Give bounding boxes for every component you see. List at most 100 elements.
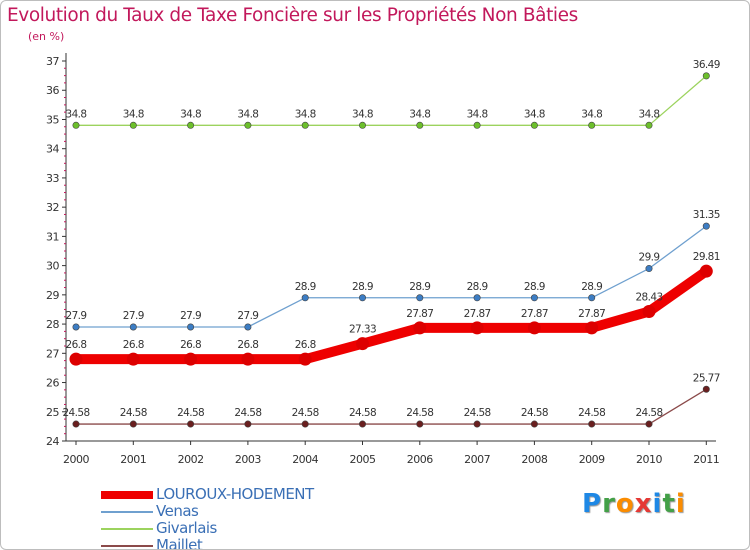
- data-point: [413, 321, 427, 335]
- x-tick-label: 2008: [521, 453, 547, 466]
- data-point: [416, 121, 424, 129]
- data-label: 34.8: [295, 108, 316, 120]
- data-point: [244, 121, 252, 129]
- data-label: 28.9: [581, 281, 602, 293]
- data-point: [126, 352, 140, 366]
- data-label: 27.9: [180, 310, 201, 322]
- data-label: 34.8: [237, 108, 258, 120]
- legend-item: LOUROUX-HODEMENT: [101, 486, 314, 502]
- data-label: 34.8: [352, 108, 373, 120]
- data-point: [470, 321, 484, 335]
- data-label: 26.8: [237, 339, 258, 351]
- data-label: 24.58: [464, 407, 491, 419]
- x-tick-label: 2003: [235, 453, 261, 466]
- data-point: [530, 294, 538, 302]
- data-label: 28.9: [295, 281, 316, 293]
- data-point: [184, 352, 198, 366]
- data-label: 26.8: [180, 339, 201, 351]
- data-point: [129, 323, 137, 331]
- data-label: 25.77: [693, 372, 720, 384]
- data-label: 34.8: [467, 108, 488, 120]
- data-point: [358, 420, 366, 428]
- y-tick-label: 35: [46, 113, 59, 126]
- data-point: [702, 222, 710, 230]
- x-tick-label: 2000: [63, 453, 89, 466]
- data-point: [298, 352, 312, 366]
- data-label: 28.9: [524, 281, 545, 293]
- data-label: 26.8: [66, 339, 87, 351]
- series-line-givarlais: [75, 75, 707, 126]
- y-tick-label: 36: [46, 84, 59, 97]
- data-point: [187, 323, 195, 331]
- legend-swatch: [101, 510, 153, 513]
- data-point: [645, 121, 653, 129]
- data-label: 24.58: [292, 407, 319, 419]
- data-label: 26.8: [295, 339, 316, 351]
- data-point: [702, 385, 710, 393]
- data-point: [356, 337, 369, 351]
- data-point: [530, 121, 538, 129]
- data-label: 28.9: [467, 281, 488, 293]
- data-point: [527, 321, 541, 335]
- legend-item: Maillet: [101, 536, 203, 550]
- data-point: [473, 294, 481, 302]
- x-tick-label: 2009: [579, 453, 605, 466]
- data-label: 27.87: [521, 308, 548, 320]
- x-tick-label: 2010: [636, 453, 662, 466]
- data-point: [645, 265, 653, 273]
- data-point: [702, 72, 710, 80]
- x-tick-label: 2002: [178, 453, 204, 466]
- logo-letter: x: [634, 489, 653, 519]
- data-point: [699, 264, 713, 278]
- y-tick-label: 29: [46, 289, 59, 302]
- data-point: [530, 420, 538, 428]
- data-label: 28.9: [409, 281, 430, 293]
- data-point: [129, 420, 137, 428]
- data-point: [585, 321, 599, 335]
- data-label: 34.8: [524, 108, 545, 120]
- x-tick-label: 2011: [693, 453, 719, 466]
- data-label: 28.43: [635, 292, 662, 304]
- chart-title: Evolution du Taux de Taxe Foncière sur l…: [7, 5, 578, 26]
- y-tick-label: 27: [46, 347, 59, 360]
- series-line-maillet: [75, 388, 707, 425]
- x-tick-label: 2004: [292, 453, 318, 466]
- data-point: [416, 420, 424, 428]
- logo-letter: r: [602, 489, 616, 519]
- data-label: 27.87: [464, 308, 491, 320]
- data-label: 27.9: [237, 310, 258, 322]
- y-tick-label: 28: [46, 318, 59, 331]
- data-point: [187, 420, 195, 428]
- data-label: 27.9: [66, 310, 87, 322]
- data-point: [301, 420, 309, 428]
- data-label: 34.8: [66, 108, 87, 120]
- data-label: 27.9: [123, 310, 144, 322]
- legend-label: Maillet: [156, 536, 203, 550]
- y-tick-label: 25: [46, 406, 59, 419]
- legend-item: Givarlais: [101, 520, 217, 536]
- data-label: 31.35: [693, 209, 720, 221]
- data-point: [416, 294, 424, 302]
- y-tick-label: 34: [46, 143, 59, 156]
- data-point: [588, 121, 596, 129]
- data-label: 24.58: [406, 407, 433, 419]
- y-axis-unit-label: (en %): [28, 30, 65, 43]
- data-point: [358, 121, 366, 129]
- data-label: 24.58: [635, 407, 662, 419]
- data-label: 29.9: [639, 252, 660, 264]
- data-point: [301, 121, 309, 129]
- data-label: 27.87: [406, 308, 433, 320]
- logo-letter: t: [662, 489, 676, 519]
- data-point: [69, 352, 83, 366]
- y-tick-label: 30: [46, 260, 59, 273]
- data-point: [244, 420, 252, 428]
- y-tick-label: 37: [46, 55, 59, 68]
- legend-label: Venas: [156, 502, 199, 520]
- proxiti-logo: Proxiti: [582, 489, 686, 519]
- data-point: [241, 352, 255, 366]
- data-point: [358, 294, 366, 302]
- data-point: [301, 294, 309, 302]
- data-point: [473, 420, 481, 428]
- data-label: 28.9: [352, 281, 373, 293]
